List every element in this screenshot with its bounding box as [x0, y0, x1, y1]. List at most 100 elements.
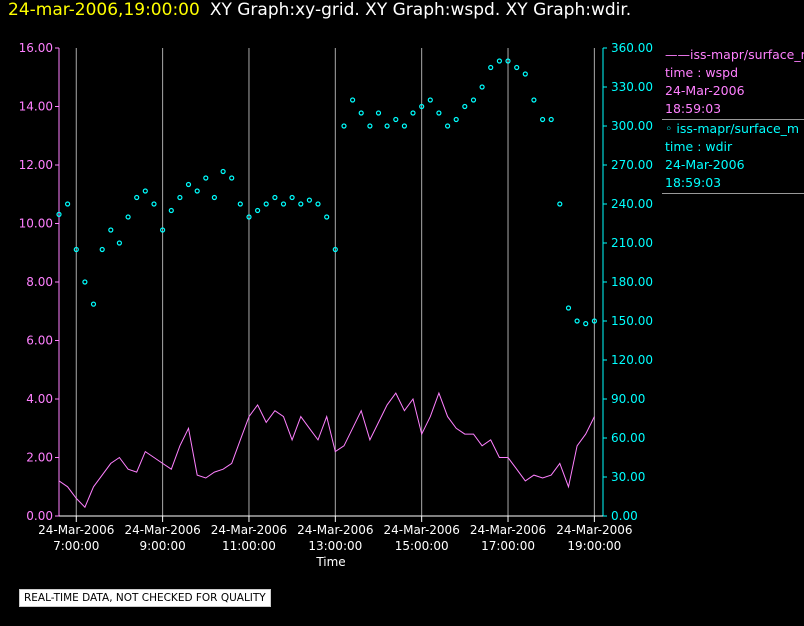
right-tick-label: 180.00 [611, 275, 653, 289]
wdir-point [479, 84, 485, 90]
x-tick-label: 17:00:00 [481, 539, 535, 553]
x-tick-label: 9:00:00 [139, 539, 185, 553]
wdir-point [427, 97, 433, 103]
wdir-point [108, 227, 114, 233]
wdir-point [410, 110, 416, 116]
wdir-point [436, 110, 442, 116]
wdir-point [194, 188, 200, 194]
wdir-point [125, 214, 131, 220]
wdir-point [358, 110, 364, 116]
x-axis-label: Time [315, 555, 345, 569]
wdir-point [384, 123, 390, 129]
x-tick-label: 7:00:00 [53, 539, 99, 553]
wdir-point [237, 201, 243, 207]
legend-wspd-date: 24-Mar-2006 [665, 83, 745, 98]
wdir-point [272, 194, 278, 201]
legend-wspd-time: 18:59:03 [665, 101, 722, 116]
wdir-point [539, 116, 546, 123]
right-tick-label: 330.00 [611, 80, 653, 94]
wdir-point [229, 175, 235, 181]
wdir-point [531, 97, 537, 103]
right-tick-label: 360.00 [611, 41, 653, 55]
right-tick-label: 210.00 [611, 236, 653, 250]
quality-notice: REAL-TIME DATA, NOT CHECKED FOR QUALITY [19, 589, 271, 607]
x-tick-label: 24-Mar-2006 [38, 523, 114, 537]
wdir-point [332, 246, 338, 253]
wdir-point [220, 168, 226, 175]
wdir-point [574, 318, 580, 324]
wdir-point [185, 181, 192, 188]
wdir-point [505, 58, 511, 64]
x-tick-label: 24-Mar-2006 [211, 523, 287, 537]
chart-header: 24-mar-2006,19:00:00 XY Graph:xy-grid. XY… [8, 0, 631, 20]
x-tick-label: 24-Mar-2006 [124, 523, 200, 537]
wdir-point [64, 201, 71, 207]
wdir-point [324, 214, 330, 220]
right-tick-label: 240.00 [611, 197, 653, 211]
wdir-point [151, 201, 157, 207]
legend-wdir-line: ◦ iss-mapr/surface_m [665, 121, 800, 136]
right-tick-label: 150.00 [611, 314, 653, 328]
wdir-point [142, 188, 148, 194]
wdir-point [99, 246, 105, 253]
wdir-point [548, 116, 554, 123]
wdir-point [522, 71, 528, 77]
legend-wspd: ——iss-mapr/surface_m time : wspd 24-Mar-… [662, 46, 804, 120]
x-tick-label: 19:00:00 [567, 539, 621, 553]
wdir-point [367, 123, 373, 129]
left-tick-label: 8.00 [26, 275, 53, 289]
wdir-point [350, 97, 356, 103]
left-tick-label: 14.00 [19, 100, 53, 114]
wdir-point [90, 301, 97, 307]
legend-wdir-time: 18:59:03 [665, 175, 722, 190]
legend: ——iss-mapr/surface_m time : wspd 24-Mar-… [662, 46, 804, 194]
wdir-point [289, 194, 295, 201]
left-tick-label: 16.00 [19, 41, 53, 55]
wspd-line [58, 391, 595, 509]
wdir-point [246, 214, 252, 220]
wdir-point [375, 110, 382, 116]
wspd-series [58, 391, 595, 509]
wdir-point [583, 321, 589, 327]
x-tick-label: 13:00:00 [308, 539, 362, 553]
wdir-point [462, 103, 468, 110]
left-tick-label: 4.00 [26, 392, 53, 406]
right-tick-label: 300.00 [611, 119, 653, 133]
timestamp: 24-mar-2006,19:00:00 [8, 0, 200, 20]
wdir-point [134, 194, 140, 201]
wdir-point [591, 318, 598, 324]
wdir-point [419, 103, 425, 110]
wdir-point [565, 305, 572, 311]
legend-wdir-variable: time : wdir [665, 139, 733, 154]
wdir-point [73, 246, 79, 253]
axes: 0.00 2.00 4.00 6.00 8.00 10.00 12.00 14.00 16.00… [19, 41, 653, 523]
legend-wdir: ◦ iss-mapr/surface_m time : wdir 24-Mar-… [662, 120, 804, 194]
vertical-grid [75, 48, 595, 516]
x-tick-label: 11:00:00 [222, 539, 276, 553]
x-axis: 24-Mar-2006 7:00:00 24-Mar-2006 9:00:00 24-M… [38, 515, 633, 553]
wdir-point [470, 97, 477, 103]
legend-wspd-line: ——iss-mapr/surface_m [665, 47, 804, 62]
wdir-point [177, 194, 183, 201]
wdir-point [203, 175, 209, 181]
left-tick-label: 2.00 [26, 451, 53, 465]
wdir-point [280, 201, 287, 207]
left-tick-label: 6.00 [26, 334, 53, 348]
wdir-point [315, 201, 321, 207]
wdir-point [557, 201, 563, 207]
legend-wdir-date: 24-Mar-2006 [665, 157, 745, 172]
wdir-point [306, 197, 312, 203]
wdir-point [82, 279, 88, 285]
right-tick-label: 90.00 [611, 392, 645, 406]
wdir-point [393, 116, 399, 123]
wdir-point [445, 123, 451, 129]
wdir-point [255, 207, 261, 214]
wdir-point [298, 201, 304, 207]
wdir-point [401, 123, 407, 129]
wdir-point [263, 201, 269, 207]
wdir-point [168, 207, 174, 214]
right-tick-label: 270.00 [611, 158, 653, 172]
wdir-point [488, 64, 494, 71]
left-tick-label: 12.00 [19, 158, 53, 172]
